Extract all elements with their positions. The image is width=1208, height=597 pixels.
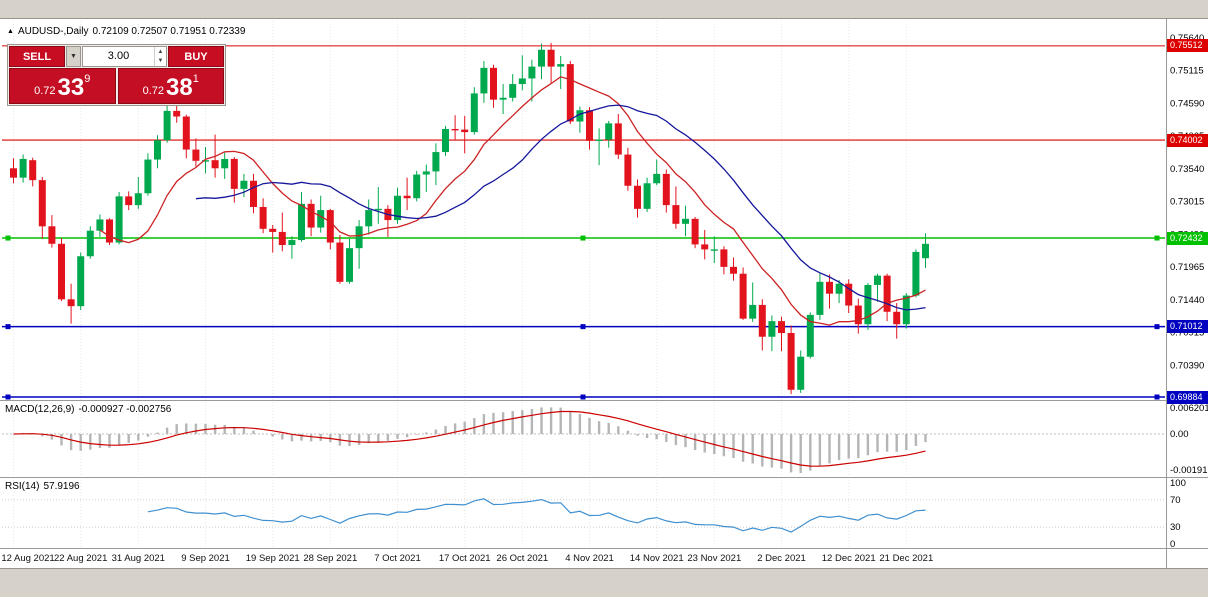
macd-signal-line [13, 410, 926, 467]
line-handle[interactable] [5, 394, 11, 400]
ask-price-prefix: 0.72 [142, 85, 165, 97]
svg-text:31 Aug 2021: 31 Aug 2021 [112, 553, 165, 564]
macd-histogram [21, 407, 927, 473]
svg-text:0.70915: 0.70915 [1170, 328, 1204, 339]
volume-spin-arrows[interactable]: ▲ ▼ [154, 47, 166, 66]
line-handle[interactable] [1154, 394, 1160, 400]
svg-text:0.72490: 0.72490 [1170, 229, 1204, 240]
svg-text:2 Dec 2021: 2 Dec 2021 [757, 553, 806, 564]
volume-stepper[interactable]: 3.00 ▲ ▼ [82, 46, 167, 67]
macd-indicator-label: MACD(12,26,9) -0.000927 -0.002756 [5, 404, 175, 415]
collapse-arrow-icon[interactable]: ▲ [7, 28, 14, 35]
svg-text:30: 30 [1170, 522, 1181, 533]
svg-text:26 Oct 2021: 26 Oct 2021 [496, 553, 548, 564]
ask-price-big-digits: 38 [166, 74, 193, 101]
svg-text:70: 70 [1170, 495, 1181, 506]
candles-layer [10, 42, 929, 395]
price-axis-labels: 0.75640 0.75115 0.74590 0.74065 0.73540 0.730… [1170, 33, 1204, 404]
line-handle[interactable] [580, 235, 586, 241]
rsi-indicator-label: RSI(14) 57.9196 [5, 481, 84, 492]
one-click-trading-panel: SELL ▼ 3.00 ▲ ▼ BUY 0.72 33 9 0.72 38 1 [7, 44, 226, 106]
rsi-axis-labels: 100 70 30 0 [1170, 478, 1186, 550]
spin-up-icon[interactable]: ▲ [157, 48, 164, 55]
line-handle[interactable] [1154, 324, 1160, 330]
svg-text:19 Sep 2021: 19 Sep 2021 [246, 553, 300, 564]
spin-down-icon[interactable]: ▼ [157, 57, 164, 64]
svg-text:0.75640: 0.75640 [1170, 33, 1204, 44]
line-handle[interactable] [580, 394, 586, 400]
svg-text:0.00: 0.00 [1170, 429, 1189, 440]
svg-text:22 Aug 2021: 22 Aug 2021 [54, 553, 107, 564]
svg-text:0.73015: 0.73015 [1170, 197, 1204, 208]
bid-price-button[interactable]: 0.72 33 9 [9, 68, 116, 104]
svg-text:4 Nov 2021: 4 Nov 2021 [565, 553, 614, 564]
chart-ohlc-header: ▲ AUDUSD-,Daily 0.72109 0.72507 0.71951 … [7, 26, 245, 37]
svg-text:12 Dec 2021: 12 Dec 2021 [822, 553, 876, 564]
svg-text:9 Sep 2021: 9 Sep 2021 [181, 553, 230, 564]
svg-text:0.71440: 0.71440 [1170, 295, 1204, 306]
volume-value: 3.00 [107, 50, 130, 62]
rsi-name: RSI(14) [5, 481, 40, 492]
ask-price-button[interactable]: 0.72 38 1 [117, 68, 224, 104]
bid-price-pipette: 9 [84, 73, 91, 85]
svg-text:100: 100 [1170, 478, 1186, 489]
trade-panel-price-row: 0.72 33 9 0.72 38 1 [9, 68, 224, 104]
svg-text:0.71965: 0.71965 [1170, 262, 1204, 273]
ask-price-pipette: 1 [192, 73, 199, 85]
line-handle[interactable] [5, 324, 11, 330]
sell-button[interactable]: SELL [9, 46, 65, 67]
x-axis-labels: 12 Aug 2021 22 Aug 2021 31 Aug 2021 9 Sep 2… [1, 553, 933, 564]
ma-10-line [99, 76, 926, 326]
svg-text:21 Dec 2021: 21 Dec 2021 [879, 553, 933, 564]
svg-text:28 Sep 2021: 28 Sep 2021 [303, 553, 357, 564]
svg-text:17 Oct 2021: 17 Oct 2021 [439, 553, 491, 564]
svg-text:23 Nov 2021: 23 Nov 2021 [687, 553, 741, 564]
svg-text:0.75115: 0.75115 [1170, 66, 1204, 77]
volume-dropdown-button[interactable]: ▼ [66, 46, 81, 67]
line-handle[interactable] [1154, 235, 1160, 241]
svg-text:0.006201: 0.006201 [1170, 403, 1208, 414]
bid-price-big-digits: 33 [57, 74, 85, 101]
svg-text:14 Nov 2021: 14 Nov 2021 [630, 553, 684, 564]
line-handle[interactable] [580, 324, 586, 330]
svg-text:0.74590: 0.74590 [1170, 98, 1204, 109]
svg-text:0.70390: 0.70390 [1170, 360, 1204, 371]
chevron-down-icon: ▼ [70, 53, 77, 60]
buy-button[interactable]: BUY [168, 46, 224, 67]
timeframe-toolbar [0, 0, 1208, 19]
svg-text:12 Aug 2021: 12 Aug 2021 [1, 553, 54, 564]
svg-text:0.74065: 0.74065 [1170, 131, 1204, 142]
trade-panel-top-row: SELL ▼ 3.00 ▲ ▼ BUY [9, 46, 224, 67]
macd-axis-labels: 0.006201 0.00 -0.001917 [1170, 403, 1208, 476]
line-handle[interactable] [5, 235, 11, 241]
chart-tabs-bar [0, 568, 1208, 597]
bid-price-prefix: 0.72 [34, 85, 56, 97]
rsi-value: 57.9196 [43, 481, 80, 492]
chart-ohlc-values: 0.72109 0.72507 0.71951 0.72339 [92, 26, 246, 37]
macd-values: -0.000927 -0.002756 [78, 404, 172, 415]
ma-20-line [195, 104, 926, 311]
macd-name: MACD(12,26,9) [5, 404, 75, 415]
svg-text:-0.001917: -0.001917 [1170, 465, 1208, 476]
chart-symbol-label: AUDUSD-,Daily [17, 26, 89, 37]
rsi-line [147, 498, 926, 533]
svg-text:7 Oct 2021: 7 Oct 2021 [374, 553, 420, 564]
svg-text:0.73540: 0.73540 [1170, 164, 1204, 175]
svg-text:0: 0 [1170, 539, 1175, 550]
